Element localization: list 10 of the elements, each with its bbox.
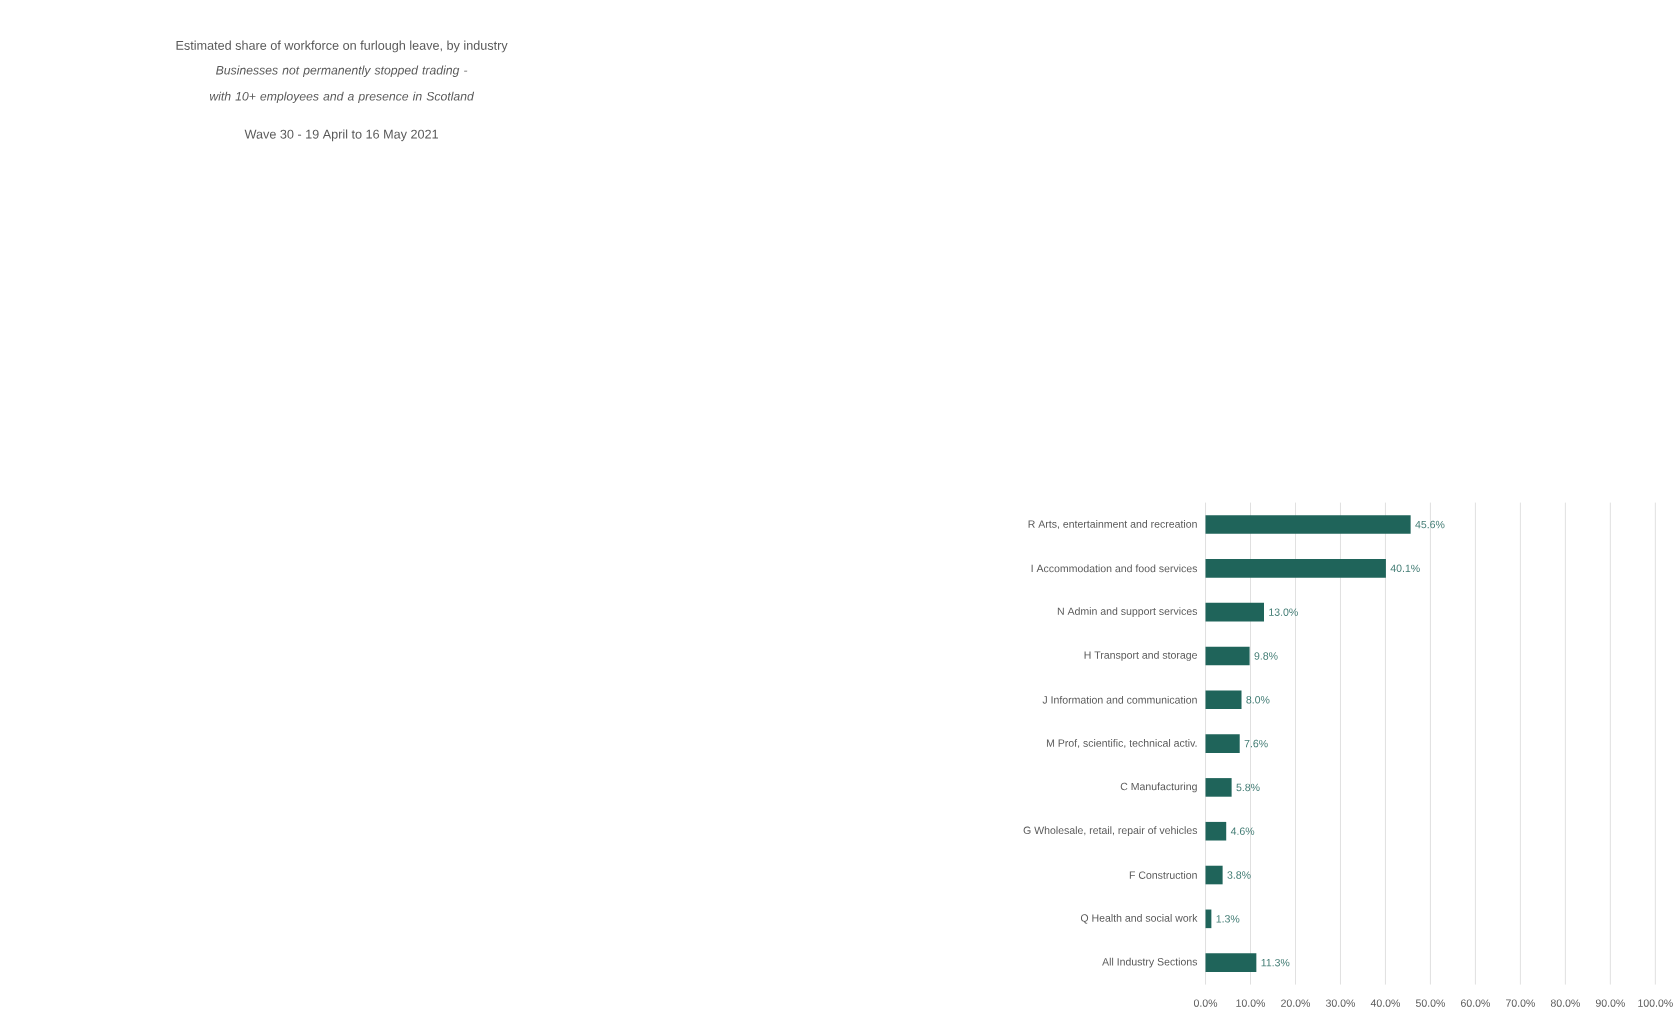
bar xyxy=(1205,953,1257,973)
bar xyxy=(1205,690,1242,710)
bar xyxy=(1205,515,1411,535)
bar xyxy=(1205,778,1232,797)
bar xyxy=(1205,865,1223,885)
bar xyxy=(1205,646,1250,666)
bar xyxy=(1205,822,1227,841)
bar xyxy=(1205,559,1386,578)
bar xyxy=(1205,603,1264,622)
bar xyxy=(1205,734,1240,754)
